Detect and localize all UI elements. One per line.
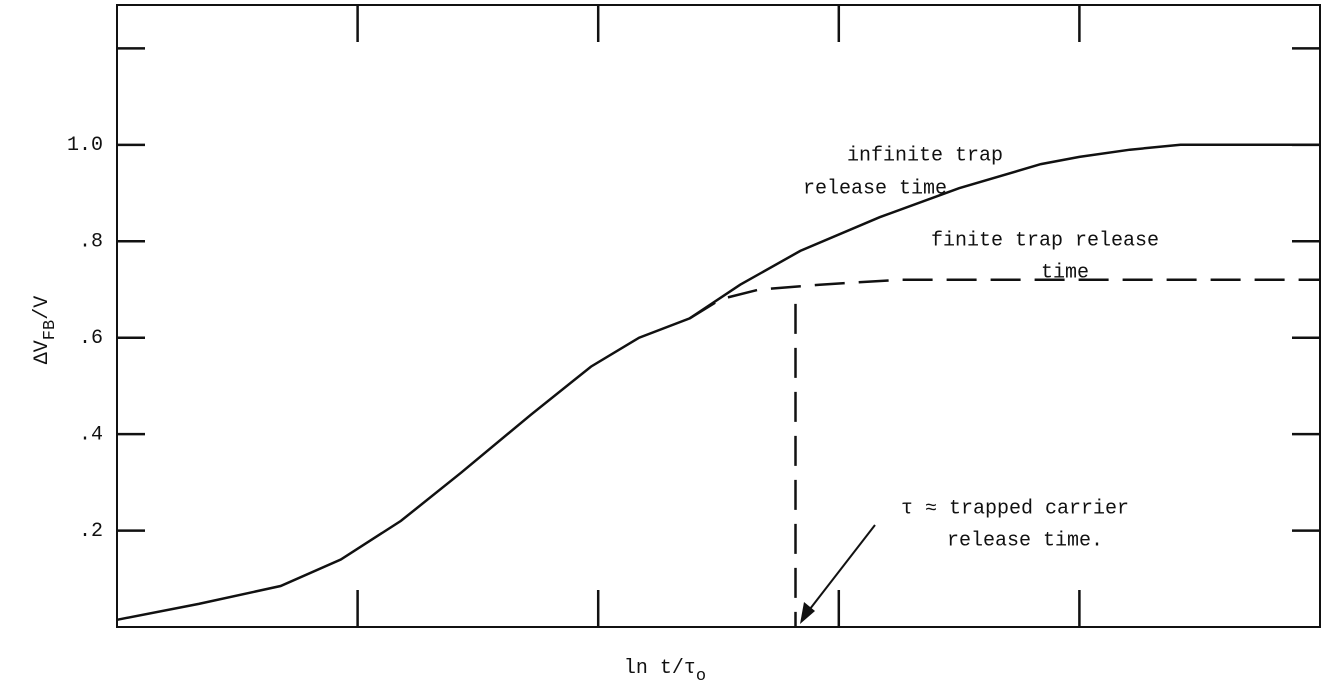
x-axis-label: ln t/τo [624, 657, 706, 686]
annotation-text: release time. [947, 529, 1103, 552]
x-label-sub: o [696, 667, 706, 686]
y-tick-label: 1.0 [67, 134, 103, 157]
annotation-text: finite trap release [931, 229, 1159, 252]
annotation-text: time [1041, 261, 1089, 284]
y-tick-label: .6 [79, 327, 103, 350]
curve [116, 143, 1320, 622]
y-tick-label: .2 [79, 520, 103, 543]
y-tick-label: .8 [79, 231, 103, 254]
arrow-head [800, 602, 815, 624]
annotation-text: infinite trap [847, 144, 1003, 167]
y-label-sub: FB [41, 320, 60, 340]
annotation-text: τ ≈ trapped carrier [901, 497, 1129, 520]
y-tick-label: .4 [79, 423, 103, 446]
y-label-main: ΔV [31, 340, 54, 364]
annotation-text: release time [803, 177, 947, 200]
curve [688, 278, 1320, 320]
x-label-main: ln t/τ [624, 657, 696, 680]
annotation-arrow [802, 524, 876, 619]
y-label-suffix: /V [31, 296, 54, 320]
y-axis-label: ΔVFB/V [31, 296, 60, 364]
plot-frame [116, 4, 1321, 628]
